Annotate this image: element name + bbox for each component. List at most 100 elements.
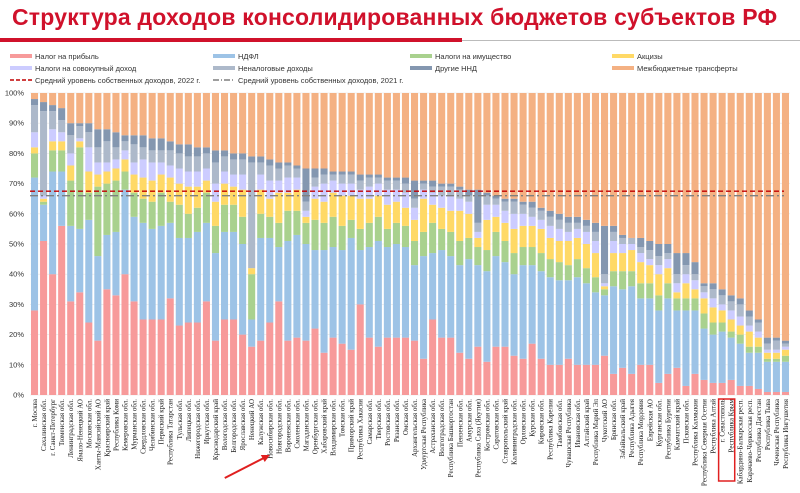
bar-segment xyxy=(429,253,437,320)
bar-segment xyxy=(94,174,102,187)
highlight-box xyxy=(717,398,736,482)
bar-segment xyxy=(302,210,310,217)
bar-segment xyxy=(655,93,663,244)
bar-segment xyxy=(736,304,744,317)
bar-segment xyxy=(49,141,57,151)
bar-segment xyxy=(564,265,572,281)
bar-segment xyxy=(320,222,328,251)
bar-segment xyxy=(392,201,400,223)
bar-segment xyxy=(130,144,138,163)
bar-segment xyxy=(673,93,681,254)
bar-segment xyxy=(682,253,690,266)
x-tick-label: Республика Хакасия xyxy=(357,398,365,460)
bar-segment xyxy=(637,247,645,254)
bar-segment xyxy=(519,225,527,248)
bar-segment xyxy=(293,177,301,190)
bar-segment xyxy=(202,93,210,148)
bar-segment xyxy=(646,283,654,299)
bar-segment xyxy=(30,132,39,148)
bar-segment xyxy=(356,174,364,181)
bar-segment xyxy=(130,301,138,395)
bar-segment xyxy=(293,189,301,211)
x-tick-label: Республика Саха (Якутия) xyxy=(474,398,482,477)
bar-segment xyxy=(220,150,229,157)
bar-segment xyxy=(401,192,410,208)
bar-segment xyxy=(447,195,455,211)
bar-segment xyxy=(40,195,48,199)
bar-segment xyxy=(429,93,437,181)
bar-segment xyxy=(284,210,292,241)
x-tick-label: Карачаево-Черкесская респ. xyxy=(746,399,754,483)
bar-segment xyxy=(745,352,753,386)
bar-segment xyxy=(673,367,681,395)
legend-label: Неналоговые доходы xyxy=(238,64,313,73)
bar-segment xyxy=(230,231,238,320)
bar-segment xyxy=(555,364,563,395)
bar-segment xyxy=(401,177,410,184)
x-tick-label: Сахалинская обл. xyxy=(40,399,48,451)
bar-segment xyxy=(184,144,192,157)
x-tick-label: Костромская обл. xyxy=(483,399,491,451)
bar-segment xyxy=(30,153,39,178)
bar-segment xyxy=(392,337,400,395)
y-tick-label: 60% xyxy=(9,209,24,218)
bar-segment xyxy=(67,153,75,166)
y-tick-label: 0% xyxy=(13,391,24,400)
x-tick-label: Белгородская обл. xyxy=(230,399,238,453)
bar-segment xyxy=(130,162,138,175)
bar-segment xyxy=(157,93,165,139)
bar-segment xyxy=(492,256,500,347)
bar-segment xyxy=(67,93,75,124)
bar-segment xyxy=(781,343,790,347)
bar-segment xyxy=(193,322,201,395)
x-tick-label: Республика Коми xyxy=(112,399,120,451)
x-tick-label: Хабаровский край xyxy=(321,399,329,454)
bar-segment xyxy=(410,340,419,395)
x-tick-label: Калужская обл. xyxy=(257,399,265,445)
bar-segment xyxy=(248,93,256,157)
x-tick-label: Забайкальский край xyxy=(619,399,627,459)
bar-segment xyxy=(175,153,183,169)
legend-swatch xyxy=(612,54,634,58)
bar-segment xyxy=(564,222,572,232)
bar-segment xyxy=(58,132,66,142)
page-title: Структура доходов консолидированных бюдж… xyxy=(12,4,778,30)
bar-segment xyxy=(40,204,48,241)
bar-segment xyxy=(230,159,238,175)
bar-segment xyxy=(673,253,681,275)
bar-segment xyxy=(112,180,120,232)
bar-segment xyxy=(266,216,274,238)
bar-segment xyxy=(528,93,536,202)
bar-segment xyxy=(510,93,518,199)
x-tick-label: Калининградская обл. xyxy=(511,399,519,465)
bar-segment xyxy=(302,244,310,341)
bar-segment xyxy=(320,183,328,202)
y-tick-label: 20% xyxy=(9,330,24,339)
bar-segment xyxy=(58,225,66,395)
bar-segment xyxy=(483,204,491,220)
bar-segment xyxy=(447,93,455,184)
bar-segment xyxy=(510,198,518,202)
bar-segment xyxy=(591,292,600,365)
bar-segment xyxy=(383,228,391,248)
bar-segment xyxy=(320,93,328,169)
bar-segment xyxy=(591,277,600,293)
bar-segment xyxy=(257,237,265,341)
bar-segment xyxy=(166,222,174,299)
bar-segment xyxy=(94,93,102,130)
bar-segment xyxy=(664,253,672,260)
bar-segment xyxy=(76,292,84,395)
bar-segment xyxy=(646,93,654,241)
bar-segment xyxy=(519,265,527,359)
bar-segment xyxy=(94,256,102,341)
x-tick-label: Кемеровская обл. xyxy=(122,399,130,451)
bar-segment xyxy=(763,361,771,392)
bar-segment xyxy=(736,325,744,335)
bar-segment xyxy=(49,111,57,130)
bar-segment xyxy=(365,198,373,223)
bar-segment xyxy=(347,183,355,196)
bar-segment xyxy=(736,385,744,395)
bar-segment xyxy=(239,153,247,160)
bar-segment xyxy=(691,310,699,374)
bar-segment xyxy=(600,355,609,395)
